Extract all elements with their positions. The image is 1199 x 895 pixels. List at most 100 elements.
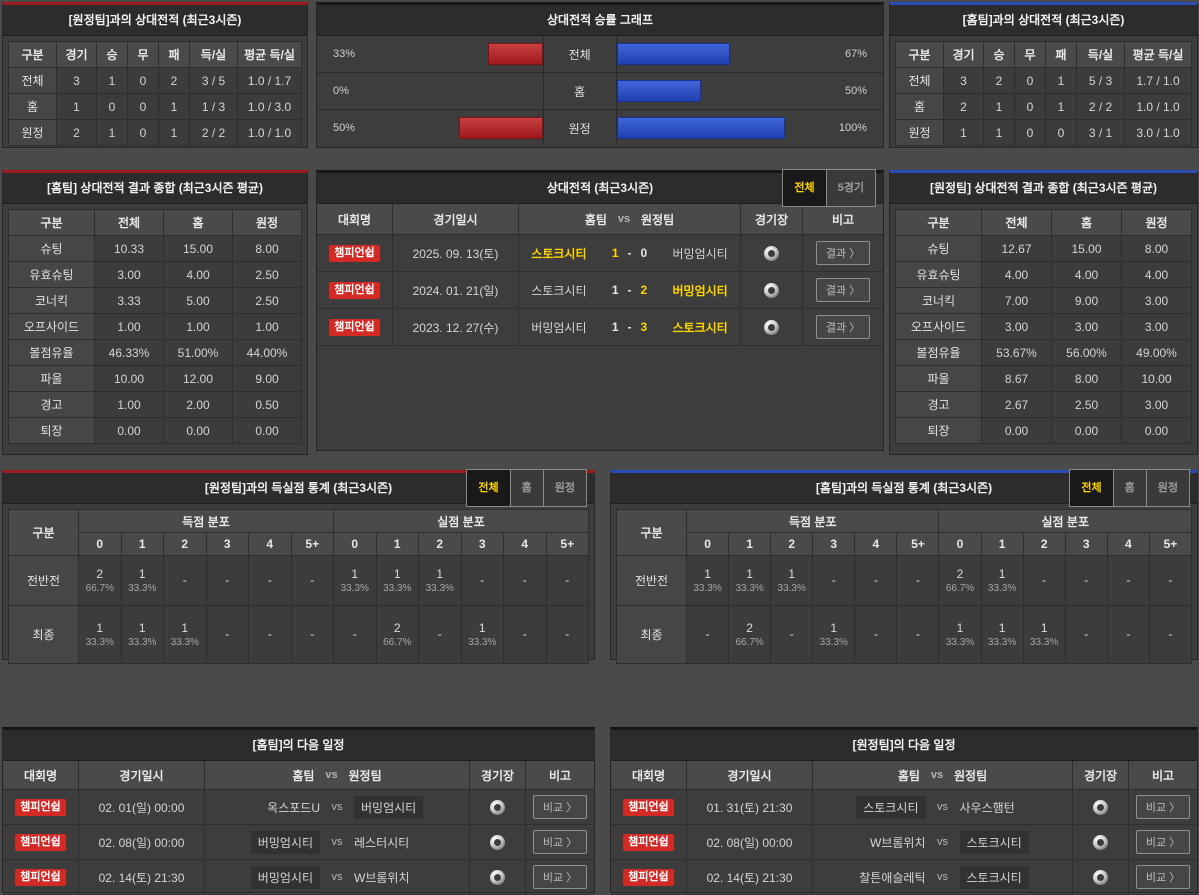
col-header: 0 xyxy=(78,532,122,556)
stadium-icon[interactable] xyxy=(1093,799,1108,815)
result-button[interactable]: 결과 〉 xyxy=(815,315,871,339)
cell: - xyxy=(1064,555,1108,606)
cell: 1.0 / 3.0 xyxy=(237,93,302,120)
row-label: 슈팅 xyxy=(8,235,95,262)
cell: 1 33.3% xyxy=(1022,605,1066,664)
cell: 1 xyxy=(96,67,128,94)
col-header: 무 xyxy=(1014,41,1046,68)
row-label: 홈 xyxy=(895,93,944,120)
compare-button[interactable]: 비교 〉 xyxy=(1135,830,1191,854)
cell: - xyxy=(333,605,377,664)
cell: 4.00 xyxy=(1121,261,1192,288)
row-label: 전반전 xyxy=(616,555,687,606)
home-team-name: 스토크시티 xyxy=(531,246,587,261)
corner-header: 구분 xyxy=(8,509,79,556)
cell: 0.50 xyxy=(232,391,302,418)
cell: 1.0 / 1.7 xyxy=(237,67,302,94)
chart-category-label: 원정 xyxy=(542,110,617,146)
panel-h2h-list: 상대전적 (최근3시즌) 전체 5경기 대회명 경기일시 홈팀 vs 원정팀 경… xyxy=(316,169,884,451)
chevron-right-icon: 〉 xyxy=(1169,872,1181,884)
league-badge: 챔피언쉽 xyxy=(15,833,66,851)
compare-button[interactable]: 비교 〉 xyxy=(1135,865,1191,889)
tab-away[interactable]: 원정 xyxy=(542,470,586,506)
vs-home-record-table: 구분 경기 승 무 패 득/실 평균 득/실 전체 3 2 0 1 5 / 3 … xyxy=(895,41,1192,146)
cell: 2 66.7% xyxy=(78,555,122,606)
cell: 3.00 xyxy=(1121,391,1192,418)
col-header: 패 xyxy=(158,41,190,68)
result-button[interactable]: 결과 〉 xyxy=(815,241,871,265)
cell: 1 xyxy=(983,119,1015,146)
home-score: 1 xyxy=(611,283,619,297)
row-label: 경고 xyxy=(895,391,982,418)
row-label: 슈팅 xyxy=(895,235,982,262)
table-row: 코너킥 3.33 5.00 2.50 xyxy=(8,287,302,314)
tab-home[interactable]: 홈 xyxy=(1112,470,1146,506)
cell: - xyxy=(545,605,589,664)
col-header-home: 홈팀 xyxy=(584,212,607,227)
stadium-icon[interactable] xyxy=(490,799,505,815)
panel-away-next-schedule: [원정팀]의 다음 일정 대회명 경기일시 홈팀 vs 원정팀 경기장 비고 챔… xyxy=(610,727,1198,895)
chevron-right-icon: 〉 xyxy=(566,837,578,849)
row-label: 홈 xyxy=(8,93,57,120)
cell: 1 xyxy=(158,119,190,146)
stadium-icon[interactable] xyxy=(490,869,505,885)
col-header-league: 대회명 xyxy=(611,761,687,789)
tab-all[interactable]: 전체 xyxy=(467,470,510,506)
stadium-icon[interactable] xyxy=(1093,869,1108,885)
row-label: 최종 xyxy=(8,605,79,664)
cell: - xyxy=(685,605,730,664)
tab-all[interactable]: 전체 xyxy=(1070,470,1113,506)
cell: - xyxy=(1148,555,1193,606)
cell: 1 33.3% xyxy=(120,555,164,606)
cell: 1 33.3% xyxy=(78,605,122,664)
row-label: 파울 xyxy=(8,365,95,392)
home-team-name: 버밍엄시티 xyxy=(250,865,320,889)
col-header-stadium: 경기장 xyxy=(1073,761,1129,789)
tab-home[interactable]: 홈 xyxy=(509,470,543,506)
table-row: 전체 3 2 0 1 5 / 3 1.7 / 1.0 xyxy=(895,67,1192,94)
cell: 2 66.7% xyxy=(375,605,419,664)
compare-button[interactable]: 비교 〉 xyxy=(532,830,588,854)
col-header: 경기 xyxy=(56,41,97,68)
group-header-scored: 득점 분포 xyxy=(78,509,334,533)
col-header: 3 xyxy=(460,532,504,556)
tab-away[interactable]: 원정 xyxy=(1145,470,1189,506)
table-row: 유효슈팅 3.00 4.00 2.50 xyxy=(8,261,302,288)
league-badge: 챔피언쉽 xyxy=(329,318,380,336)
row-label: 전반전 xyxy=(8,555,79,606)
cell: 0 xyxy=(1045,119,1077,146)
score-dash: - xyxy=(627,283,632,297)
stadium-icon[interactable] xyxy=(490,834,505,850)
corner-header: 구분 xyxy=(616,509,687,556)
cell: 0.00 xyxy=(981,417,1052,444)
stadium-icon[interactable] xyxy=(1093,834,1108,850)
cell: 0 xyxy=(1014,119,1046,146)
tab-all[interactable]: 전체 xyxy=(783,170,826,206)
tab-last5[interactable]: 5경기 xyxy=(825,170,875,206)
stadium-icon[interactable] xyxy=(764,245,779,261)
col-header-note: 비고 xyxy=(1151,768,1175,783)
cell: 1 xyxy=(1045,93,1077,120)
compare-button[interactable]: 비교 〉 xyxy=(1135,795,1191,819)
result-button[interactable]: 결과 〉 xyxy=(815,278,871,302)
cell: 2.67 xyxy=(981,391,1052,418)
compare-button[interactable]: 비교 〉 xyxy=(532,795,588,819)
cell: 3.00 xyxy=(1121,313,1192,340)
table-row: 전체 3 1 0 2 3 / 5 1.0 / 1.7 xyxy=(8,67,302,94)
red-bar xyxy=(458,117,543,139)
col-header-vs: vs xyxy=(930,769,944,781)
score-dash: - xyxy=(627,320,632,334)
stadium-icon[interactable] xyxy=(764,319,779,335)
cell: 2 / 2 xyxy=(1076,93,1125,120)
compare-button[interactable]: 비교 〉 xyxy=(532,865,588,889)
table-row: 원정 2 1 0 1 2 / 2 1.0 / 1.0 xyxy=(8,119,302,146)
table-row: 경고 1.00 2.00 0.50 xyxy=(8,391,302,418)
match-score: 1 - 3 xyxy=(587,320,673,334)
cell: 1 33.3% xyxy=(163,605,207,664)
stadium-icon[interactable] xyxy=(764,282,779,298)
blue-bar xyxy=(616,80,701,102)
cell: 51.00% xyxy=(163,339,233,366)
table-row: 전반전 2 66.7% 1 33.3% - - - - 1 33.3% 1 33.3% … xyxy=(8,555,589,606)
col-header: 4 xyxy=(1106,532,1150,556)
chevron-right-icon: 〉 xyxy=(1169,802,1181,814)
